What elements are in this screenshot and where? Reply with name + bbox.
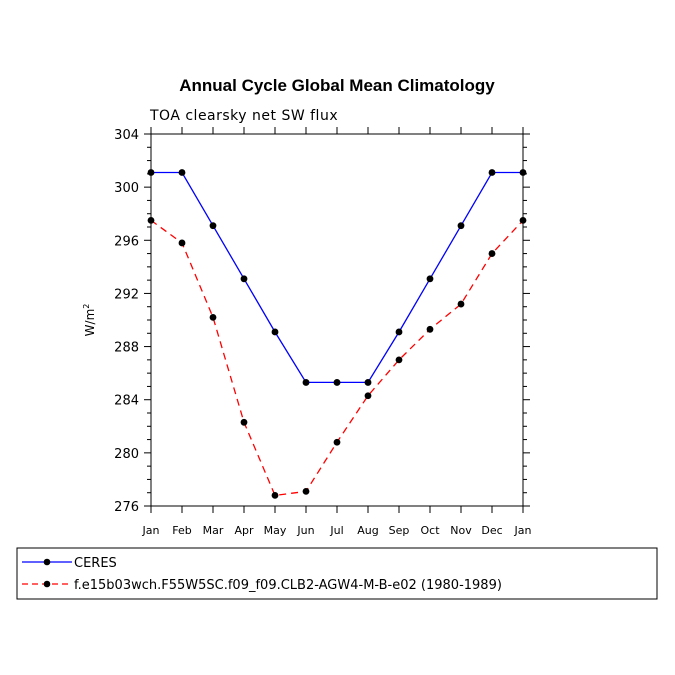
x-tick-label: Dec bbox=[481, 524, 502, 537]
y-tick-label: 276 bbox=[114, 500, 139, 515]
x-axis: Jan Feb Mar Apr May Jun Jul Aug Sep Oct Nov Dec Jan bbox=[142, 127, 532, 537]
y-tick-label: 296 bbox=[114, 234, 139, 249]
series-1-point bbox=[488, 250, 496, 257]
series-0-point bbox=[457, 222, 465, 230]
x-tick-label: Mar bbox=[203, 524, 224, 537]
legend-box bbox=[16, 547, 658, 600]
series-0-point bbox=[209, 222, 217, 230]
series-1-point bbox=[395, 356, 403, 364]
chart-title: Annual Cycle Global Mean Climatology bbox=[179, 76, 495, 95]
y-tick-label: 300 bbox=[114, 181, 139, 196]
x-tick-label: Aug bbox=[357, 524, 378, 537]
y-axis-label-unit: W/m bbox=[83, 309, 97, 337]
series-1-point bbox=[240, 418, 248, 426]
series-0-point bbox=[271, 328, 279, 336]
series-0-point bbox=[364, 379, 372, 386]
legend-marker-ceres bbox=[43, 558, 51, 566]
series-1-point bbox=[302, 487, 310, 495]
series-1-point bbox=[426, 325, 434, 333]
series-0-point bbox=[178, 169, 186, 176]
series-0-point bbox=[395, 328, 403, 336]
series-0-point bbox=[147, 169, 155, 176]
legend-marker-model bbox=[43, 580, 51, 588]
y-tick-label: 280 bbox=[114, 447, 139, 462]
series-0-point bbox=[426, 275, 434, 283]
plot-area bbox=[150, 133, 524, 507]
series-line-1 bbox=[150, 219, 524, 497]
x-tick-label: Feb bbox=[172, 524, 191, 537]
x-tick-label: Jun bbox=[296, 524, 314, 537]
y-axis: 276 280 284 288 292 296 300 304 bbox=[114, 128, 530, 515]
series-line-0 bbox=[151, 171, 523, 384]
x-tick-label: Jul bbox=[329, 524, 343, 537]
series-0-point bbox=[333, 379, 341, 386]
y-axis-label: W/m2 bbox=[82, 304, 97, 337]
series-0-point bbox=[519, 169, 527, 176]
legend-label-model: f.e15b03wch.F55W5SC.f09_f09.CLB2-AGW4-M-… bbox=[74, 578, 502, 593]
y-tick-label: 284 bbox=[114, 394, 139, 409]
x-tick-label: Jan bbox=[142, 524, 160, 537]
series-0-point bbox=[302, 379, 310, 386]
y-tick-label: 304 bbox=[114, 128, 139, 143]
x-tick-label: Sep bbox=[389, 524, 410, 537]
series-1-point bbox=[209, 313, 217, 321]
x-tick-label: Oct bbox=[420, 524, 440, 537]
series-1-point bbox=[457, 300, 465, 308]
legend: CERES f.e15b03wch.F55W5SC.f09_f09.CLB2-A… bbox=[16, 547, 658, 600]
chart-subtitle: TOA clearsky net SW flux bbox=[149, 108, 338, 124]
y-axis-label-superscript: 2 bbox=[82, 304, 91, 309]
legend-label-ceres: CERES bbox=[74, 556, 117, 571]
x-tick-label: May bbox=[264, 524, 287, 537]
series-0-point bbox=[240, 275, 248, 283]
series-0-point bbox=[488, 169, 496, 176]
series-layer bbox=[147, 169, 527, 499]
series-1-point bbox=[271, 491, 279, 499]
series-1-point bbox=[519, 216, 527, 224]
x-tick-label: Jan bbox=[514, 524, 532, 537]
y-tick-label: 288 bbox=[114, 341, 139, 356]
y-tick-label: 292 bbox=[114, 287, 139, 302]
x-tick-label: Nov bbox=[450, 524, 472, 537]
series-1-point bbox=[147, 216, 155, 224]
series-1-point bbox=[333, 438, 341, 446]
series-1-point bbox=[364, 392, 372, 400]
x-tick-label: Apr bbox=[234, 524, 254, 537]
series-1-point bbox=[178, 239, 186, 247]
